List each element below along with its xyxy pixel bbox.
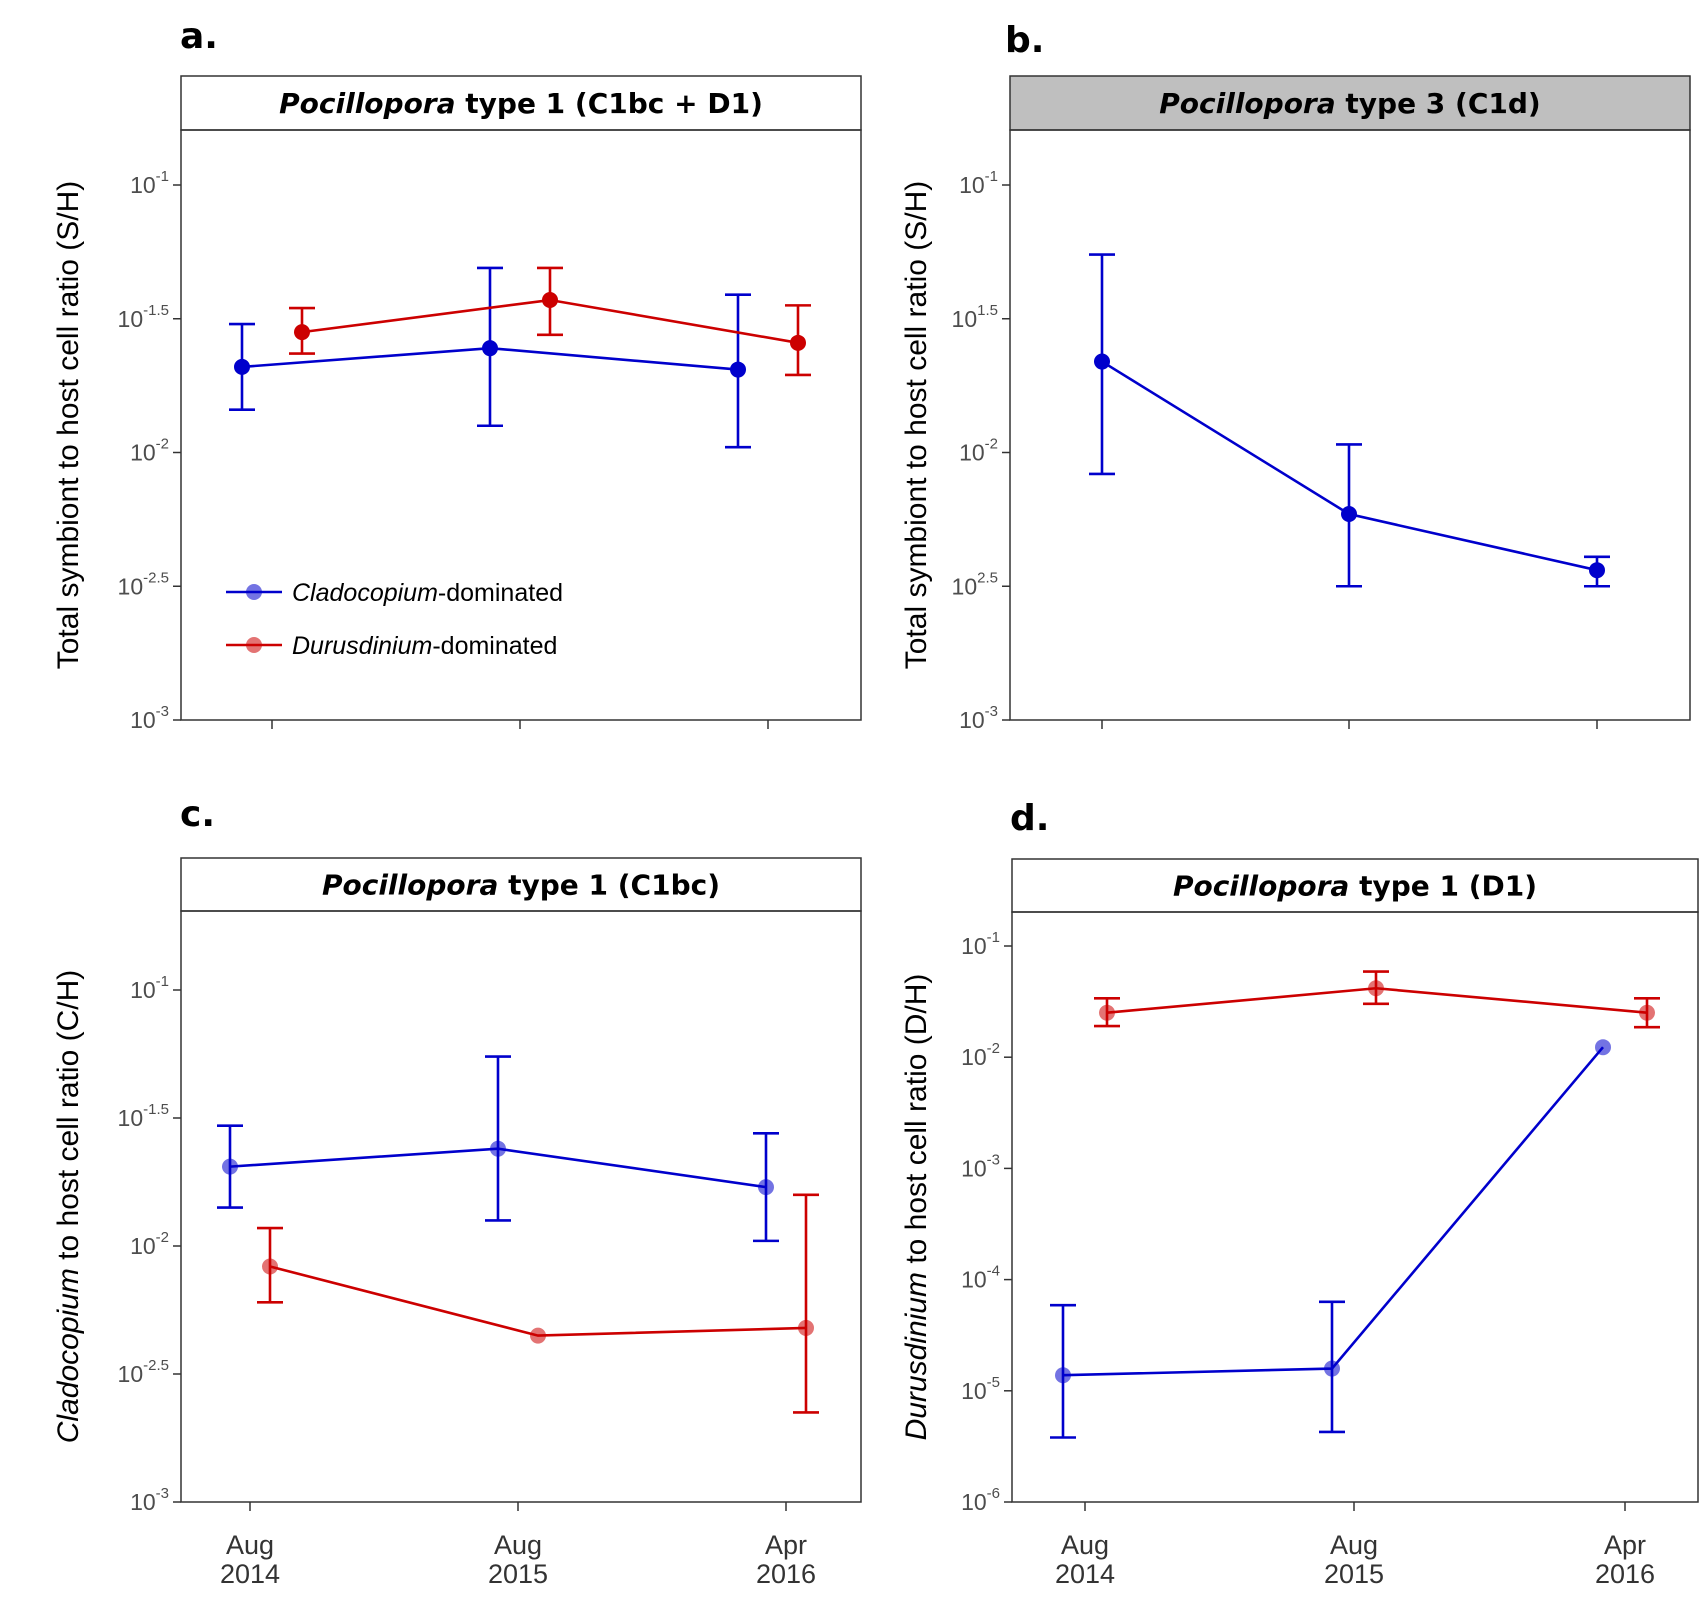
data-point bbox=[1324, 1360, 1340, 1377]
y-tick-label: 10-1.5 bbox=[118, 1101, 169, 1131]
y-tick-label: 102.5 bbox=[952, 569, 998, 599]
y-tick-label: 10-1 bbox=[130, 168, 169, 198]
data-point bbox=[1341, 506, 1357, 523]
x-tick-label-year: 2014 bbox=[220, 1559, 280, 1589]
x-tick-label-year: 2015 bbox=[488, 1559, 548, 1589]
data-point bbox=[758, 1179, 774, 1196]
data-point bbox=[730, 361, 746, 378]
legend-label: Durusdinium-dominated bbox=[292, 632, 557, 660]
data-point bbox=[1099, 1004, 1115, 1021]
panel-tag: b. bbox=[1005, 20, 1044, 61]
facet-strip-title: Pocillopora type 1 (C1bc + D1) bbox=[279, 87, 763, 120]
data-point bbox=[482, 340, 498, 357]
facet-strip-title: Pocillopora type 1 (D1) bbox=[1173, 870, 1537, 903]
y-tick-label: 10-1 bbox=[130, 973, 169, 1003]
y-tick-label: 10-5 bbox=[961, 1374, 1000, 1404]
data-point bbox=[530, 1327, 546, 1344]
y-axis-title: Total symbiont to host cell ratio (S/H) bbox=[52, 181, 85, 670]
y-tick-label: 10-6 bbox=[961, 1485, 1000, 1515]
y-tick-label: 10-3 bbox=[961, 1151, 1000, 1181]
legend-label: Cladocopium-dominated bbox=[292, 579, 563, 607]
y-tick-label: 10-2 bbox=[130, 436, 169, 466]
panel-tag: a. bbox=[180, 16, 218, 57]
facet-strip bbox=[1009, 75, 1691, 131]
data-point bbox=[490, 1140, 506, 1157]
series-cladocopium-dominated bbox=[1089, 253, 1610, 588]
data-point bbox=[790, 334, 806, 351]
x-tick-label-year: 2016 bbox=[1595, 1559, 1655, 1589]
y-tick-label: 10-1 bbox=[961, 929, 1000, 959]
plot-panel bbox=[180, 129, 862, 721]
y-axis-title: Cladocopium to host cell ratio (C/H) bbox=[52, 970, 85, 1444]
plot-panel bbox=[1011, 911, 1699, 1503]
panel-2: b. Pocillopora type 3 (C1d) 10-1 101.5 10-2 1… bbox=[900, 20, 1691, 733]
panel-4: d. Pocillopora type 1 (D1) 10-1 10-2 10-3 10-… bbox=[900, 798, 1699, 1589]
x-tick-label-year: 2016 bbox=[756, 1559, 816, 1589]
y-axis-title: Total symbiont to host cell ratio (S/H) bbox=[900, 181, 933, 670]
panel-3: c. Pocillopora type 1 (C1bc) 10-1 10-1.5 10-… bbox=[52, 794, 862, 1589]
legend-key-point bbox=[246, 637, 262, 653]
x-tick-label-month: Apr bbox=[1604, 1530, 1646, 1560]
x-tick-label-month: Aug bbox=[1061, 1530, 1109, 1560]
y-tick-label: 10-2.5 bbox=[118, 1357, 169, 1387]
x-tick-label-month: Aug bbox=[226, 1530, 274, 1560]
x-tick-label-year: 2014 bbox=[1055, 1559, 1115, 1589]
y-tick-label: 10-4 bbox=[961, 1263, 1000, 1293]
facet-strip bbox=[180, 75, 862, 131]
series-durusdinium-dominated bbox=[1094, 970, 1660, 1029]
x-tick-label-month: Apr bbox=[765, 1530, 807, 1560]
data-point bbox=[542, 292, 558, 309]
data-point bbox=[222, 1158, 238, 1175]
y-tick-label: 10-2 bbox=[130, 1229, 169, 1259]
y-tick-label: 10-2 bbox=[961, 1040, 1000, 1070]
x-tick-label-month: Aug bbox=[1330, 1530, 1378, 1560]
series-cladocopium-dominated bbox=[1050, 1039, 1611, 1439]
y-tick-label: 101.5 bbox=[952, 302, 998, 332]
legend: Cladocopium-dominated Durusdinium-dominat… bbox=[226, 579, 563, 660]
panel-1: a. Pocillopora type 1 (C1bc + D1) 10-1 10-1… bbox=[52, 16, 862, 733]
series-durusdinium-dominated bbox=[289, 266, 811, 377]
data-point bbox=[234, 358, 250, 375]
data-point bbox=[262, 1258, 278, 1275]
series-durusdinium-dominated bbox=[257, 1193, 819, 1414]
y-tick-label: 10-1 bbox=[959, 168, 998, 198]
series-line bbox=[269, 1265, 807, 1337]
data-point bbox=[1589, 562, 1605, 579]
data-point bbox=[294, 324, 310, 341]
y-tick-label: 10-3 bbox=[959, 703, 998, 733]
facet-strip-title: Pocillopora type 1 (C1bc) bbox=[322, 869, 720, 902]
y-tick-label: 10-2.5 bbox=[118, 569, 169, 599]
data-point bbox=[1055, 1367, 1071, 1384]
facet-strip bbox=[180, 857, 862, 912]
y-axis-title: Durusdinium to host cell ratio (D/H) bbox=[900, 974, 933, 1441]
plot-panel bbox=[1009, 129, 1691, 721]
y-tick-label: 10-1.5 bbox=[118, 302, 169, 332]
y-tick-label: 10-2 bbox=[959, 436, 998, 466]
data-point bbox=[798, 1319, 814, 1336]
panel-tag: c. bbox=[180, 794, 215, 835]
data-point bbox=[1595, 1039, 1611, 1056]
series-cladocopium-dominated bbox=[229, 266, 751, 449]
x-tick-label-year: 2015 bbox=[1324, 1559, 1384, 1589]
data-point bbox=[1368, 980, 1384, 997]
facet-strip bbox=[1011, 858, 1699, 913]
panel-tag: d. bbox=[1010, 798, 1049, 839]
y-tick-label: 10-3 bbox=[130, 1485, 169, 1515]
plot-panel bbox=[180, 910, 862, 1503]
x-tick-label-month: Aug bbox=[494, 1530, 542, 1560]
series-cladocopium-dominated bbox=[217, 1055, 779, 1243]
data-point bbox=[1094, 353, 1110, 370]
data-point bbox=[1639, 1004, 1655, 1021]
y-tick-label: 10-3 bbox=[130, 703, 169, 733]
facet-strip-title: Pocillopora type 3 (C1d) bbox=[1159, 87, 1540, 120]
legend-key-point bbox=[246, 584, 262, 600]
